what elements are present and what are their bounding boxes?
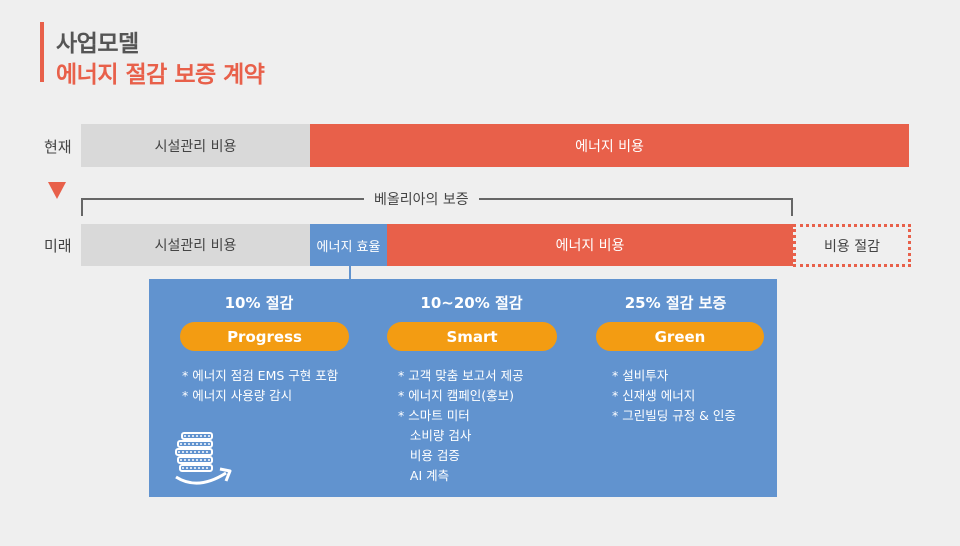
list-item: 소비량 검사 <box>398 428 472 443</box>
tier-pill-green: Green <box>596 322 764 351</box>
guarantee-bracket-right <box>791 198 793 216</box>
current-energy-cost-bar: 에너지 비용 <box>310 124 909 167</box>
list-item: * 신재생 에너지 <box>612 388 696 403</box>
tier-heading: 10% 절감 <box>224 294 294 312</box>
arrow-down-icon <box>48 182 66 199</box>
tier-smart: 10~20% 절감 Smart * 고객 맞춤 보고서 제공 * 에너지 캠페인… <box>369 279 574 497</box>
tier-progress: 10% 절감 Progress * 에너지 점검 EMS 구현 포함 * 에너지… <box>149 279 369 497</box>
tier-items: * 고객 맞춤 보고서 제공 * 에너지 캠페인(홍보) * 스마트 미터 소비… <box>398 366 524 486</box>
list-item: * 그린빌딩 규정 & 인증 <box>612 408 736 423</box>
title-accent-bar <box>40 22 44 82</box>
tier-green: 25% 절감 보증 Green * 설비투자 * 신재생 에너지 * 그린빌딩 … <box>574 279 777 497</box>
tier-items: * 설비투자 * 신재생 에너지 * 그린빌딩 규정 & 인증 <box>612 366 736 426</box>
page-title: 사업모델 <box>56 31 139 57</box>
page-subtitle: 에너지 절감 보증 계약 <box>56 62 265 88</box>
list-item: 비용 검증 <box>398 448 460 463</box>
future-row-label: 미래 <box>44 237 72 255</box>
tier-heading: 10~20% 절감 <box>420 294 523 312</box>
tier-pill-progress: Progress <box>180 322 349 351</box>
panel-connector-line <box>349 266 351 279</box>
current-row-label: 현재 <box>44 138 72 156</box>
list-item: * 설비투자 <box>612 368 669 383</box>
money-stack-icon <box>175 432 232 485</box>
current-facility-cost-bar: 시설관리 비용 <box>81 124 310 167</box>
tier-items: * 에너지 점검 EMS 구현 포함 * 에너지 사용량 감시 <box>182 366 338 406</box>
list-item: * 에너지 점검 EMS 구현 포함 <box>182 368 339 383</box>
list-item: * 에너지 사용량 감시 <box>182 388 293 403</box>
future-cost-saving-bar: 비용 절감 <box>793 224 911 267</box>
guarantee-label: 베올리아의 보증 <box>364 189 479 209</box>
tier-heading: 25% 절감 보증 <box>624 294 727 312</box>
list-item: * 스마트 미터 <box>398 408 470 423</box>
future-energy-cost-bar: 에너지 비용 <box>387 224 793 266</box>
list-item: * 고객 맞춤 보고서 제공 <box>398 368 524 383</box>
guarantee-bracket-left <box>81 198 83 216</box>
list-item: * 에너지 캠페인(홍보) <box>398 388 514 403</box>
future-facility-cost-bar: 시설관리 비용 <box>81 224 310 266</box>
tier-pill-smart: Smart <box>387 322 557 351</box>
list-item: AI 계측 <box>398 468 450 483</box>
future-energy-efficiency-bar: 에너지 효율 <box>310 224 387 266</box>
tiers-panel: 10% 절감 Progress * 에너지 점검 EMS 구현 포함 * 에너지… <box>149 279 777 497</box>
